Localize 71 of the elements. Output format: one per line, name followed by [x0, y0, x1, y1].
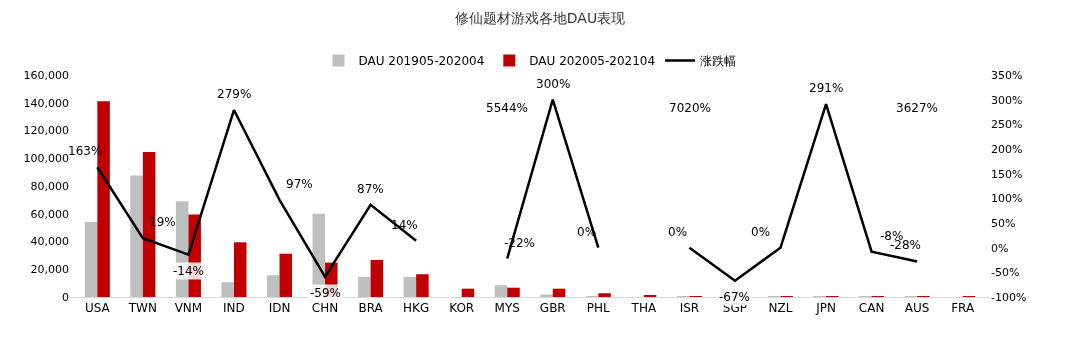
bar [598, 293, 611, 297]
y-tick-label: 40,000 [30, 235, 69, 249]
x-tick-label: CHN [311, 301, 339, 316]
y2-tick-label: 0% [991, 241, 1009, 255]
legend-label: DAU 201905-202004 [358, 54, 485, 69]
data-label: 279% [217, 87, 252, 101]
bar [266, 275, 280, 297]
y-tick-label: 100,000 [23, 152, 69, 166]
legend-label: 涨跌幅 [700, 54, 737, 69]
y-tick-label: 140,000 [23, 96, 69, 110]
y2-tick-label: 150% [991, 167, 1023, 181]
bar [416, 274, 429, 297]
x-tick-label: TWN [127, 301, 157, 316]
bar [507, 287, 520, 297]
bar [233, 242, 247, 297]
y2-tick-label: 300% [991, 93, 1023, 107]
x-tick-label: MYS [494, 301, 520, 316]
x-tick-label: ISR [679, 301, 700, 316]
bar [370, 259, 384, 297]
x-tick-label: AUS [904, 301, 930, 316]
y-tick-label: 120,000 [23, 124, 69, 138]
y-tick-label: 60,000 [30, 207, 69, 221]
x-tick-label: KOR [449, 301, 475, 316]
chart-title: 修仙题材游戏各地DAU表现 [454, 10, 626, 27]
x-tick-label: GBR [539, 301, 566, 316]
y-tick-label: 20,000 [30, 263, 69, 277]
y2-tick-label: -50% [991, 266, 1020, 280]
y2-tick-label: 350% [991, 68, 1023, 82]
x-tick-label: FRA [951, 301, 975, 316]
data-label: 97% [286, 177, 313, 191]
y2-tick-label: 200% [991, 142, 1023, 156]
x-tick-label: PHL [586, 301, 611, 316]
bar [552, 288, 566, 297]
x-tick-label: NZL [768, 301, 793, 316]
bar [279, 253, 293, 297]
bar [461, 288, 475, 297]
y-tick-label: 160,000 [23, 68, 69, 82]
bar [403, 276, 417, 297]
x-tick-label: CAN [858, 301, 885, 316]
data-label: 0% [751, 225, 771, 239]
y-tick-label: 80,000 [30, 179, 69, 193]
bar [221, 282, 234, 297]
x-tick-label: IDN [268, 301, 291, 316]
y2-tick-label: 50% [991, 216, 1016, 230]
legend-label: DAU 202005-202104 [529, 54, 656, 69]
data-label: 300% [536, 77, 571, 91]
data-label: -67% [719, 290, 751, 304]
data-label: 291% [809, 81, 844, 95]
x-tick-label: HKG [403, 301, 430, 316]
x-tick-label: IND [223, 301, 245, 316]
bar [130, 175, 143, 297]
x-tick-label: BRA [358, 301, 384, 316]
y2-tick-label: 100% [991, 192, 1023, 206]
x-tick-label: VNM [174, 301, 203, 316]
bar [494, 285, 508, 297]
x-tick-label: USA [84, 301, 111, 316]
x-tick-label: THA [630, 301, 657, 316]
data-label: 0% [668, 225, 688, 239]
y2-tick-label: -100% [991, 290, 1027, 304]
data-label: -59% [310, 286, 342, 300]
data-label: -14% [173, 264, 205, 278]
bar [84, 222, 98, 297]
data-label: 87% [357, 182, 384, 196]
x-tick-label: SGP [722, 301, 748, 316]
annotation: 3627% [896, 101, 938, 115]
y2-tick-label: 250% [991, 118, 1023, 132]
annotation: 7020% [669, 101, 711, 115]
x-tick-label: JPN [815, 301, 836, 316]
bar [358, 276, 371, 297]
y-tick-label: 0 [62, 290, 69, 304]
annotation: 5544% [486, 101, 528, 115]
